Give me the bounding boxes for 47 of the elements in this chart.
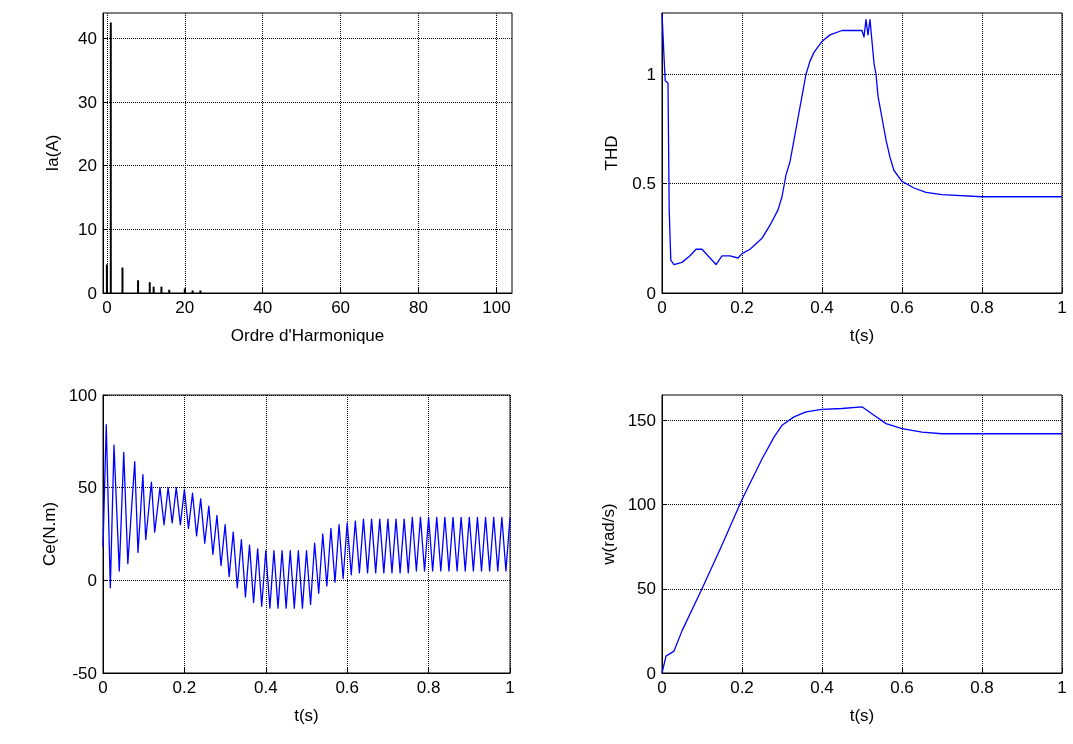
x-tick-label: 60 — [331, 298, 351, 317]
y-tick-label: 50 — [637, 579, 656, 599]
x-tick-label: 0.4 — [810, 298, 834, 317]
y-tick-label: 0 — [646, 283, 656, 303]
x-tick-label: 0.6 — [890, 678, 914, 697]
x-axis-title: Ordre d'Harmonique — [230, 326, 385, 345]
y-axis-title: w(rad/s) — [598, 503, 618, 566]
y-tick-label: 100 — [68, 385, 97, 405]
y-tick-label: 20 — [78, 156, 97, 176]
x-tick-label: 40 — [253, 298, 273, 317]
x-tick-label: 0.6 — [335, 678, 360, 697]
y-tick-label: 0 — [646, 663, 656, 683]
x-tick-label: 20 — [175, 298, 195, 317]
x-tick-label: 0.6 — [890, 298, 914, 317]
line-series — [102, 424, 511, 609]
x-tick-label: 80 — [409, 298, 428, 317]
x-tick-label: 0.8 — [970, 298, 994, 317]
y-tick-label: 10 — [78, 219, 97, 239]
y-axis-title: Ia(A) — [43, 134, 62, 172]
x-tick-label: 0.2 — [172, 678, 197, 697]
x-tick-label: 1 — [505, 678, 515, 697]
y-tick-label: 50 — [78, 478, 97, 498]
y-tick-label: -50 — [72, 663, 97, 683]
y-tick-label: 40 — [78, 28, 97, 48]
x-axis-title: t(s) — [294, 706, 319, 725]
x-tick-label: 0.8 — [416, 678, 441, 697]
x-axis-title: t(s) — [849, 326, 875, 345]
y-tick-label: 0 — [87, 570, 97, 590]
y-tick-label: 1 — [646, 64, 656, 84]
x-tick-label: 0.4 — [253, 678, 278, 697]
x-tick-label: 0.4 — [810, 678, 834, 697]
y-axis-title: Ce(N.m) — [39, 501, 59, 567]
x-tick-label: 100 — [482, 298, 511, 317]
x-tick-label: 1 — [1057, 298, 1067, 317]
y-tick-label: 0 — [87, 283, 97, 303]
x-tick-label: 0.2 — [730, 678, 754, 697]
x-axis-title: t(s) — [849, 706, 875, 725]
y-axis-title: THD — [602, 135, 621, 171]
y-tick-label: 150 — [627, 410, 656, 430]
x-tick-label: 0.8 — [970, 678, 994, 697]
x-tick-label: 0.2 — [730, 298, 754, 317]
y-tick-label: 0.5 — [632, 174, 656, 194]
y-tick-label: 100 — [627, 495, 656, 515]
y-tick-label: 30 — [78, 92, 97, 112]
line-series — [661, 12, 1063, 266]
x-tick-label: 0 — [102, 298, 112, 317]
x-tick-label: 1 — [1057, 678, 1067, 697]
